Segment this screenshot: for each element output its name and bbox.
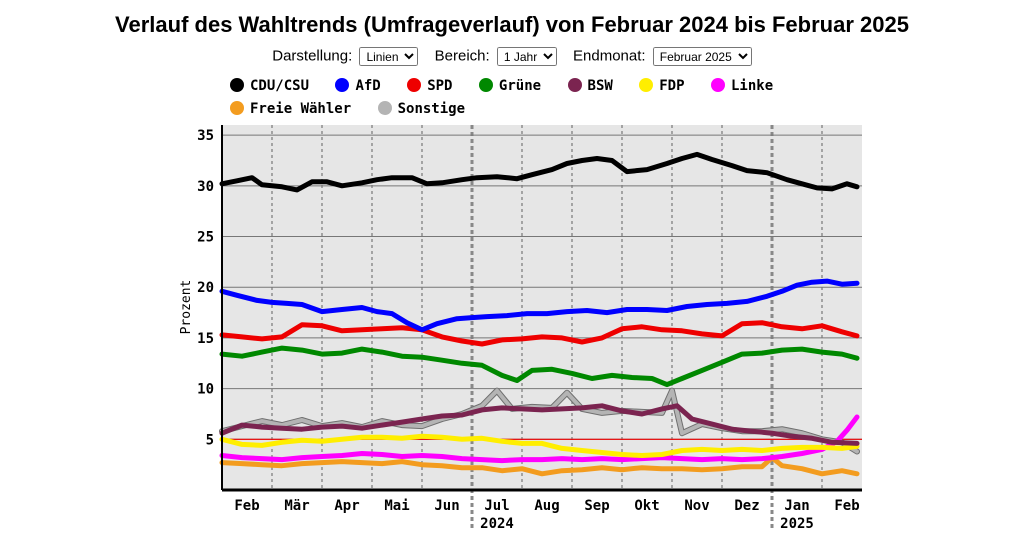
legend-item-cdu-csu[interactable]: CDU/CSU bbox=[230, 78, 309, 94]
legend-item-fdp[interactable]: FDP bbox=[639, 78, 685, 94]
legend-label: FDP bbox=[659, 78, 685, 94]
series-line-bsw bbox=[219, 403, 860, 446]
darstellung-label: Darstellung: bbox=[272, 47, 353, 65]
x-tick-label: Mai bbox=[384, 498, 409, 514]
legend-dot bbox=[710, 78, 725, 92]
legend-label: BSW bbox=[587, 78, 613, 94]
legend-label: SPD bbox=[427, 78, 453, 94]
series-line-freie-w-hler bbox=[219, 455, 860, 477]
legend-row: CDU/CSU AfD SPD Grüne BSW FDP Linke bbox=[230, 78, 790, 101]
chart-title: Verlauf des Wahltrends (Umfrageverlauf) … bbox=[115, 12, 909, 37]
legend-dot bbox=[407, 78, 422, 92]
y-tick-label: 35 bbox=[197, 128, 214, 144]
legend-dot bbox=[478, 78, 493, 92]
series-line-afd bbox=[219, 278, 860, 333]
legend-label: Linke bbox=[730, 78, 774, 94]
legend-dot bbox=[230, 101, 244, 115]
x-tick-label: Feb bbox=[834, 498, 859, 514]
legend-label: Grüne bbox=[498, 78, 542, 94]
legend-item-linke[interactable]: Linke bbox=[710, 78, 774, 94]
darstellung-control: Darstellung: Linien bbox=[272, 47, 419, 66]
y-axis-label: Prozent bbox=[179, 280, 194, 335]
bereich-control: Bereich: 1 Jahr bbox=[435, 47, 557, 66]
x-tick-label: Jun bbox=[434, 498, 459, 514]
x-tick-label: Mär bbox=[284, 498, 309, 514]
x-tick-label: Jan bbox=[784, 498, 809, 514]
legend-dot bbox=[377, 101, 392, 115]
controls-bar: Darstellung: Linien Bereich: 1 Jahr Endm… bbox=[0, 47, 1024, 66]
bereich-label: Bereich: bbox=[434, 47, 490, 65]
y-tick-label: 10 bbox=[197, 382, 214, 398]
endmonat-select[interactable]: Februar 2025 bbox=[652, 47, 752, 66]
x-year-label: 2025 bbox=[780, 516, 814, 532]
legend-item-sonstige[interactable]: Sonstige bbox=[377, 101, 466, 117]
series-line-gr-ne bbox=[219, 345, 860, 388]
legend-label: Sonstige bbox=[397, 101, 466, 117]
x-year-label: 2024 bbox=[480, 516, 514, 532]
chart-legend: CDU/CSU AfD SPD Grüne BSW FDP Linke Frei… bbox=[230, 78, 790, 124]
x-tick-label: Sep bbox=[584, 498, 609, 514]
legend-item-spd[interactable]: SPD bbox=[407, 78, 452, 94]
legend-item-bsw[interactable]: BSW bbox=[567, 78, 613, 94]
y-tick-label: 5 bbox=[206, 432, 214, 448]
legend-item-gruene[interactable]: Grüne bbox=[478, 78, 542, 94]
legend-item-freie-waehler[interactable]: Freie Wähler bbox=[230, 101, 351, 117]
bereich-select[interactable]: 1 Jahr bbox=[496, 47, 557, 66]
series-line-cdu-csu bbox=[219, 151, 860, 193]
x-tick-label: Aug bbox=[534, 498, 559, 514]
legend-dot bbox=[567, 78, 582, 92]
legend-item-afd[interactable]: AfD bbox=[335, 78, 381, 94]
legend-label: Freie Wähler bbox=[250, 101, 352, 117]
x-tick-label: Jul bbox=[484, 498, 509, 514]
y-tick-label: 15 bbox=[197, 331, 214, 347]
x-tick-label: Okt bbox=[634, 498, 659, 514]
y-tick-label: 20 bbox=[197, 280, 214, 296]
legend-label: AfD bbox=[355, 78, 381, 94]
legend-dot bbox=[230, 78, 244, 92]
endmonat-control: Endmonat: Februar 2025 bbox=[573, 47, 752, 66]
x-tick-label: Dez bbox=[734, 498, 759, 514]
y-tick-label: 25 bbox=[197, 230, 214, 246]
legend-label: CDU/CSU bbox=[250, 78, 310, 94]
darstellung-select[interactable]: Linien bbox=[359, 47, 419, 66]
legend-dot bbox=[639, 78, 654, 92]
x-tick-label: Apr bbox=[334, 498, 359, 514]
series-line-spd bbox=[219, 320, 860, 347]
legend-dot bbox=[335, 78, 350, 92]
x-tick-label: Nov bbox=[684, 498, 709, 514]
series-line-fdp bbox=[219, 433, 860, 458]
legend-row: Freie Wähler Sonstige bbox=[230, 101, 790, 124]
endmonat-label: Endmonat: bbox=[573, 47, 646, 65]
x-tick-label: Feb bbox=[234, 498, 259, 514]
series-line-linke bbox=[219, 414, 860, 464]
y-tick-label: 30 bbox=[197, 179, 214, 195]
